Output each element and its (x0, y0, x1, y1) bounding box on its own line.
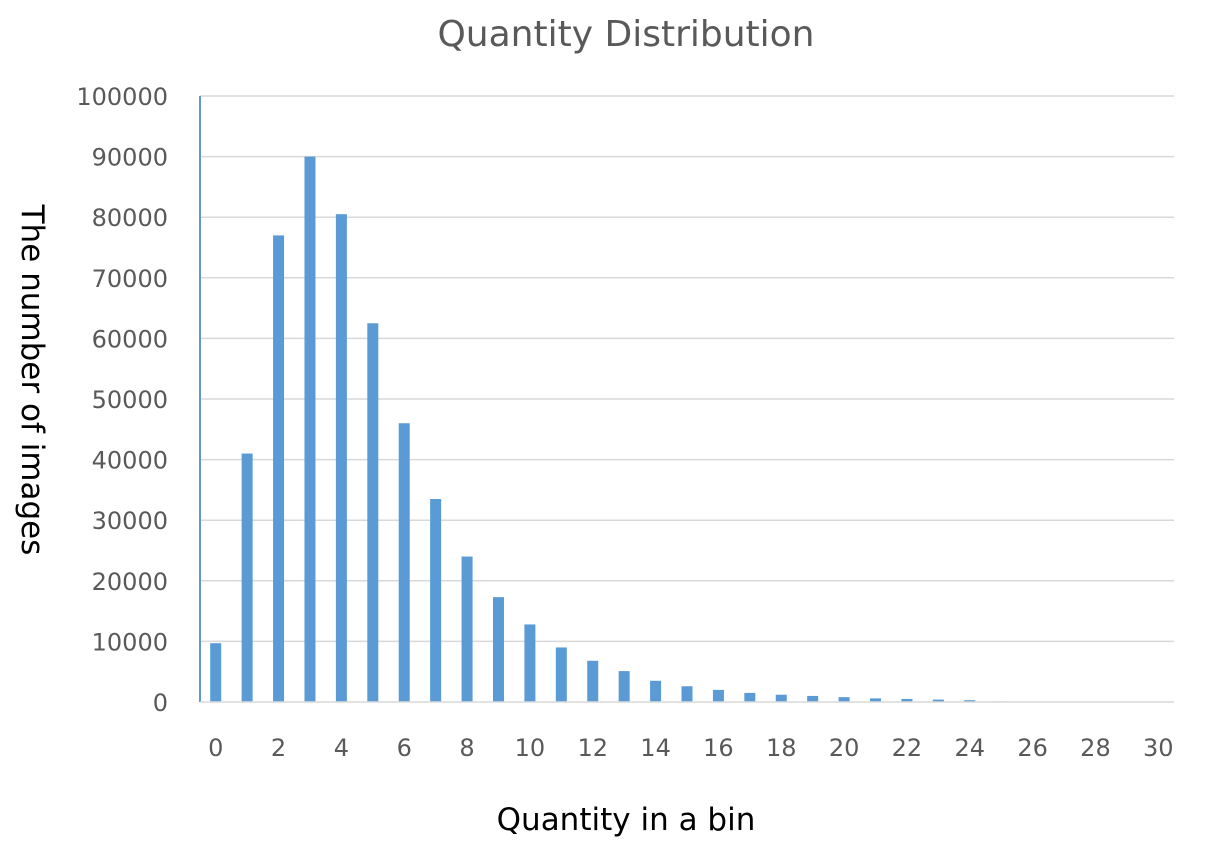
gridlines (200, 95, 1174, 643)
bar (650, 680, 662, 702)
bar (304, 156, 316, 703)
bar (744, 692, 756, 702)
bar (492, 597, 504, 702)
bar (932, 699, 944, 702)
y-tick-label: 60000 (92, 325, 168, 353)
x-tick-label: 0 (208, 734, 223, 762)
y-tick-label: 100000 (76, 83, 168, 111)
x-tick-label: 12 (577, 734, 608, 762)
y-tick-label: 70000 (92, 265, 168, 293)
x-tick-label: 16 (703, 734, 734, 762)
x-tick-label: 4 (334, 734, 349, 762)
y-tick-label: 90000 (92, 144, 168, 172)
bar (901, 698, 913, 702)
bar (964, 700, 976, 702)
bar (430, 498, 442, 702)
x-tick-label: 18 (766, 734, 797, 762)
bar (335, 214, 347, 703)
bars (210, 156, 1164, 703)
x-tick-label: 6 (397, 734, 412, 762)
x-tick-label: 14 (640, 734, 671, 762)
y-axis-title: The number of images (14, 204, 50, 556)
bar (712, 689, 724, 702)
x-tick-label: 10 (515, 734, 546, 762)
bar (681, 686, 693, 702)
x-axis-title: Quantity in a bin (497, 802, 756, 838)
x-tick-label: 8 (459, 734, 474, 762)
bar (807, 695, 819, 702)
y-tick-label: 10000 (92, 628, 168, 656)
y-axis-tick-labels: 0 10000 20000 30000 40000 50000 60000 70000 8000… (76, 83, 168, 717)
x-tick-label: 30 (1143, 734, 1174, 762)
bar (524, 624, 536, 702)
x-tick-label: 22 (892, 734, 923, 762)
y-tick-label: 50000 (92, 386, 168, 414)
x-tick-label: 2 (271, 734, 286, 762)
chart-title: Quantity Distribution (437, 14, 814, 55)
bar (398, 423, 410, 702)
bar (210, 643, 222, 702)
bar (587, 660, 599, 702)
bar (555, 647, 567, 702)
x-tick-label: 28 (1080, 734, 1111, 762)
x-tick-label: 24 (955, 734, 986, 762)
bar (618, 671, 630, 702)
y-tick-label: 30000 (92, 507, 168, 535)
bar (273, 235, 285, 702)
bar (838, 697, 850, 702)
y-tick-label: 80000 (92, 204, 168, 232)
bar (241, 453, 253, 702)
bar (870, 698, 882, 702)
x-axis-tick-labels: 0 2 4 6 8 10 12 14 16 18 20 22 24 26 28 30 (208, 734, 1173, 762)
y-tick-label: 0 (153, 689, 168, 717)
x-tick-label: 26 (1017, 734, 1048, 762)
y-tick-label: 20000 (92, 568, 168, 596)
y-tick-label: 40000 (92, 447, 168, 475)
bar (775, 694, 787, 702)
x-tick-label: 20 (829, 734, 860, 762)
bar (367, 323, 379, 702)
bar (461, 556, 473, 702)
